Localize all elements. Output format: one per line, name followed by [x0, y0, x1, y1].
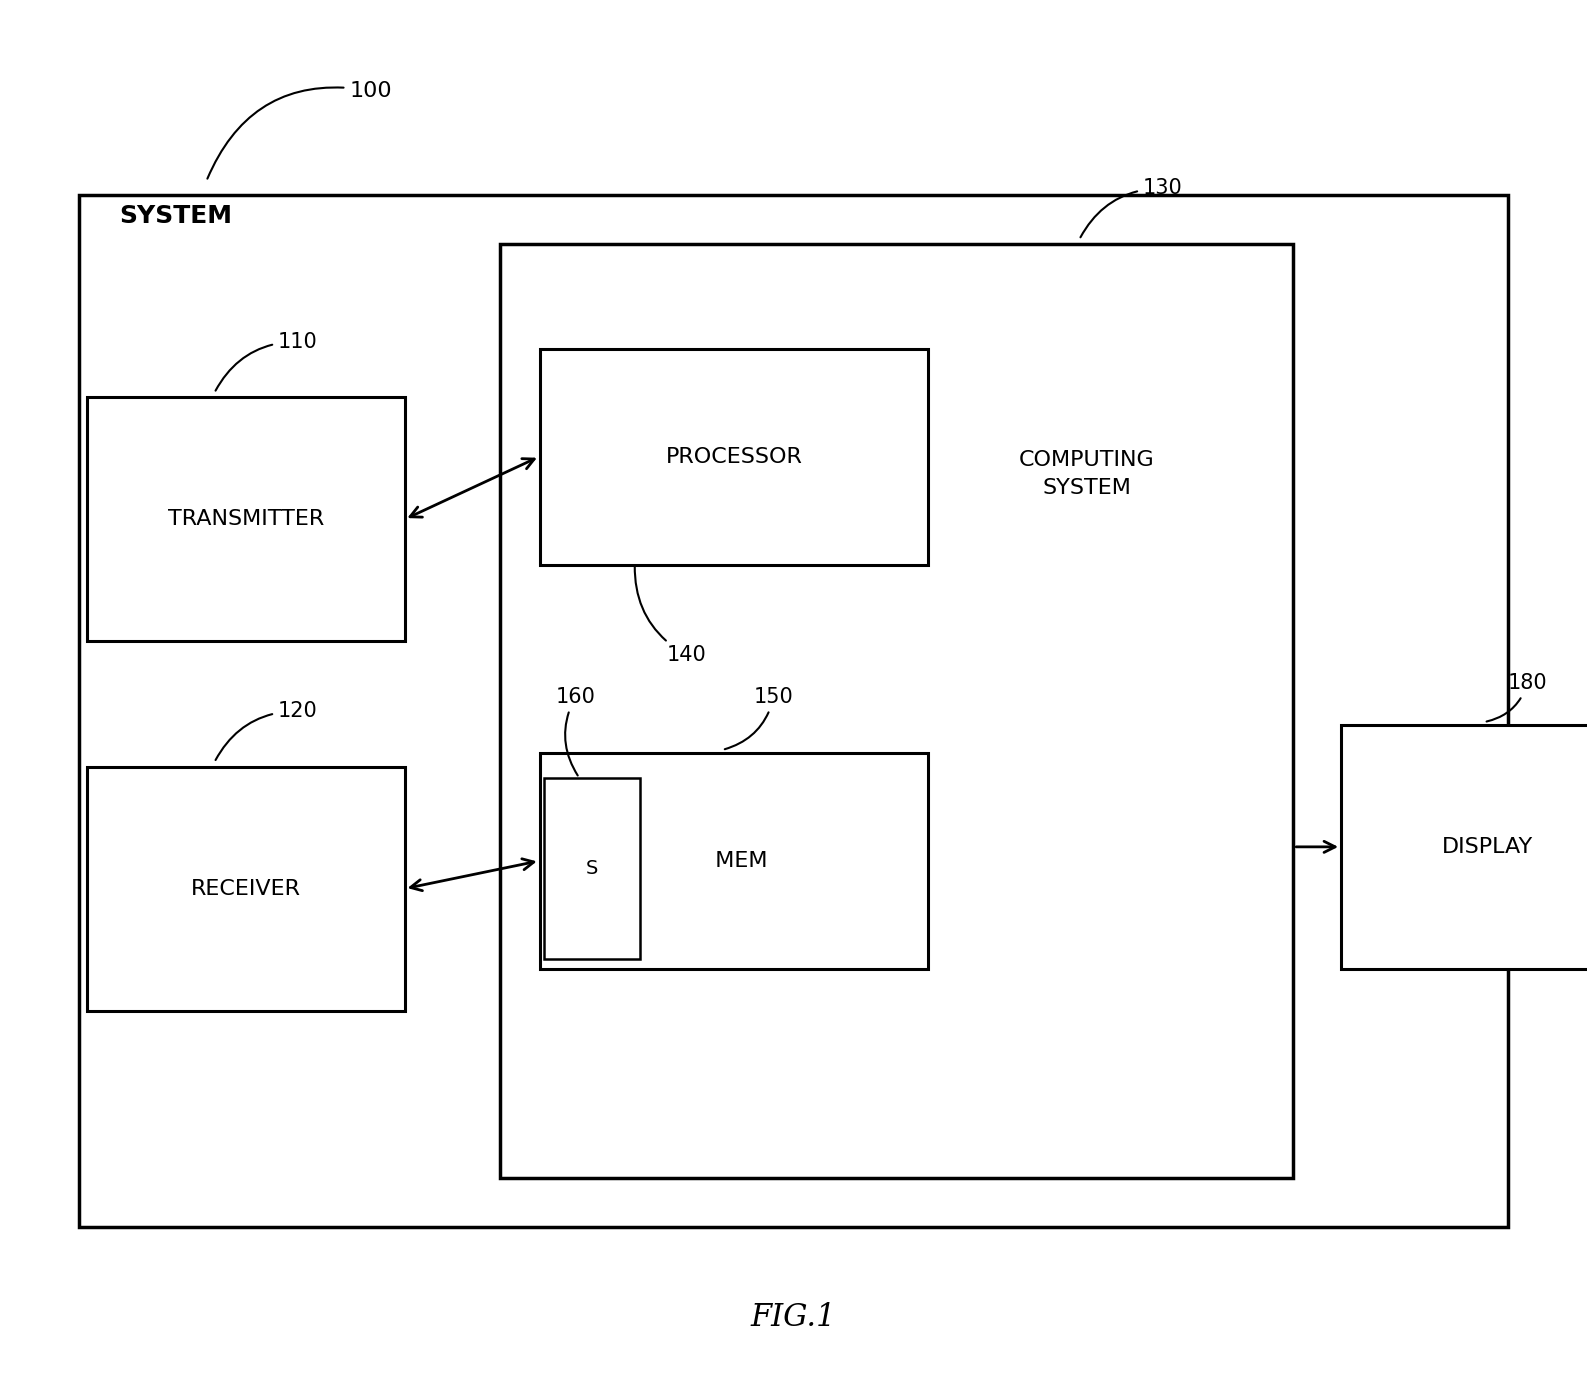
- Text: MEM: MEM: [701, 850, 767, 871]
- Bar: [540, 348, 928, 565]
- Text: COMPUTING
SYSTEM: COMPUTING SYSTEM: [1019, 450, 1155, 498]
- Text: 110: 110: [216, 332, 317, 390]
- Bar: [87, 767, 405, 1011]
- Text: TRANSMITTER: TRANSMITTER: [168, 509, 324, 530]
- Text: 130: 130: [1081, 178, 1182, 237]
- Text: 100: 100: [208, 81, 392, 178]
- Bar: [79, 195, 1508, 1227]
- Bar: [544, 778, 640, 959]
- Text: 160: 160: [555, 687, 595, 775]
- Text: 120: 120: [216, 701, 317, 760]
- Text: 180: 180: [1487, 673, 1547, 722]
- Text: PROCESSOR: PROCESSOR: [665, 446, 803, 467]
- Text: DISPLAY: DISPLAY: [1443, 836, 1533, 857]
- Bar: [87, 397, 405, 641]
- Bar: [1341, 725, 1587, 969]
- Text: RECEIVER: RECEIVER: [190, 878, 302, 899]
- Bar: [500, 244, 1293, 1178]
- Bar: [540, 753, 928, 969]
- Text: 140: 140: [635, 566, 706, 665]
- Text: FIG.1: FIG.1: [751, 1302, 836, 1333]
- Text: S: S: [586, 859, 598, 878]
- Text: 150: 150: [725, 687, 794, 749]
- Text: SYSTEM: SYSTEM: [119, 204, 232, 229]
